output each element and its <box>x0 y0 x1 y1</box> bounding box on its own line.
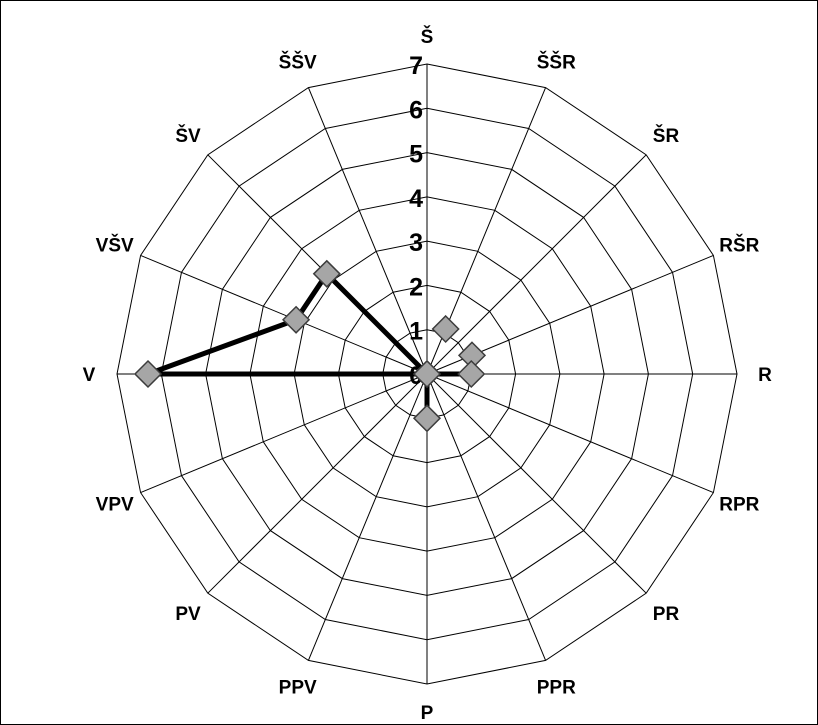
spoke-15 <box>307 87 428 375</box>
spoke-9 <box>307 373 428 661</box>
category-label: RPR <box>719 494 759 515</box>
category-label: VŠV <box>96 235 134 257</box>
data-point-marker <box>457 359 486 389</box>
r-tick-label: 4 <box>409 185 423 213</box>
category-label: ŠV <box>175 125 201 147</box>
spoke-13 <box>140 254 428 375</box>
data-point-marker <box>282 305 311 334</box>
spoke-10 <box>207 373 428 594</box>
spoke-7 <box>426 373 547 661</box>
spoke-2 <box>426 154 647 375</box>
data-point-marker <box>412 404 442 433</box>
category-labels: Š ŠŠR ŠR RŠR R RPR PR PPR P PPV PV VPV V VŠV ŠV ŠŠV <box>83 26 772 724</box>
category-label: ŠR <box>653 125 680 147</box>
category-label: P <box>421 703 434 724</box>
r-tick-label: 1 <box>409 318 423 346</box>
category-label: PPV <box>279 677 317 698</box>
category-label: ŠŠR <box>537 52 576 74</box>
category-label: R <box>758 365 772 386</box>
category-label: V <box>83 365 96 386</box>
category-label: PR <box>653 604 680 625</box>
category-label: ŠŠV <box>279 52 317 74</box>
category-label: Š <box>421 26 434 48</box>
r-tick-label: 2 <box>409 273 423 301</box>
data-point-marker <box>431 314 460 344</box>
r-tick-label: 5 <box>409 141 423 169</box>
spoke-6 <box>426 373 647 594</box>
r-tick-label: 3 <box>409 229 423 257</box>
spoke-11 <box>140 373 428 494</box>
category-label: RŠR <box>719 235 759 257</box>
series-layer <box>133 259 487 433</box>
tick-layer: 01234567 <box>409 52 423 390</box>
category-label: VPV <box>96 494 134 515</box>
data-point-marker <box>133 359 163 389</box>
spoke-5 <box>426 373 714 494</box>
category-label: PV <box>175 604 201 625</box>
r-tick-label: 6 <box>409 96 423 124</box>
data-point-marker <box>412 359 442 389</box>
data-point-marker <box>312 259 341 288</box>
r-tick-label: 7 <box>409 52 423 80</box>
category-label: PPR <box>537 677 576 698</box>
